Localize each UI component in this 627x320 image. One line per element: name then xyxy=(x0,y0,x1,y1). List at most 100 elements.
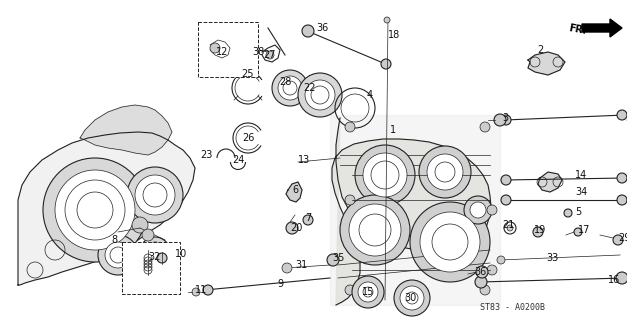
Circle shape xyxy=(420,212,480,272)
Polygon shape xyxy=(528,52,565,75)
Text: 36: 36 xyxy=(316,23,328,33)
Circle shape xyxy=(55,170,135,250)
Text: 5: 5 xyxy=(575,207,581,217)
Circle shape xyxy=(363,153,407,197)
Circle shape xyxy=(282,263,292,273)
Text: 19: 19 xyxy=(534,225,546,235)
Text: 9: 9 xyxy=(277,279,283,289)
Circle shape xyxy=(613,235,623,245)
Circle shape xyxy=(501,195,511,205)
Text: 27: 27 xyxy=(264,50,277,60)
Text: 17: 17 xyxy=(578,225,591,235)
Circle shape xyxy=(476,266,488,278)
Text: 8: 8 xyxy=(112,235,118,245)
Text: 37: 37 xyxy=(625,193,627,203)
Text: 13: 13 xyxy=(298,155,310,165)
Text: 21: 21 xyxy=(502,220,514,230)
Circle shape xyxy=(617,110,627,120)
Circle shape xyxy=(127,167,183,223)
Circle shape xyxy=(384,17,390,23)
Circle shape xyxy=(278,76,302,100)
Text: 11: 11 xyxy=(195,285,208,295)
Circle shape xyxy=(355,145,415,205)
Circle shape xyxy=(135,175,175,215)
Circle shape xyxy=(533,227,543,237)
Text: 33: 33 xyxy=(546,253,558,263)
Text: 31: 31 xyxy=(295,260,307,270)
Text: 24: 24 xyxy=(232,155,245,165)
Polygon shape xyxy=(332,118,491,305)
Text: 36: 36 xyxy=(474,267,486,277)
Circle shape xyxy=(303,215,313,225)
Text: 25: 25 xyxy=(242,69,255,79)
Polygon shape xyxy=(582,19,622,37)
Circle shape xyxy=(203,285,213,295)
Polygon shape xyxy=(286,182,302,202)
Bar xyxy=(122,242,180,294)
Text: 37: 37 xyxy=(625,113,627,123)
Circle shape xyxy=(470,202,486,218)
Circle shape xyxy=(157,253,167,263)
Text: 10: 10 xyxy=(175,249,187,259)
Circle shape xyxy=(501,115,511,125)
Circle shape xyxy=(574,228,582,236)
Polygon shape xyxy=(538,172,562,192)
Circle shape xyxy=(400,286,424,310)
Circle shape xyxy=(480,122,490,132)
Circle shape xyxy=(345,195,355,205)
Polygon shape xyxy=(18,132,195,285)
Circle shape xyxy=(564,209,572,217)
Circle shape xyxy=(302,25,314,37)
Circle shape xyxy=(480,285,490,295)
Circle shape xyxy=(140,237,170,267)
Polygon shape xyxy=(80,105,172,155)
Text: FR.: FR. xyxy=(568,23,587,36)
Text: 32: 32 xyxy=(148,252,161,262)
Text: 16: 16 xyxy=(608,275,620,285)
Text: 14: 14 xyxy=(575,170,587,180)
Circle shape xyxy=(192,288,200,296)
Text: 23: 23 xyxy=(201,150,213,160)
Circle shape xyxy=(345,285,355,295)
Circle shape xyxy=(286,222,298,234)
Circle shape xyxy=(507,225,513,231)
Circle shape xyxy=(494,114,506,126)
Text: 26: 26 xyxy=(242,133,254,143)
Circle shape xyxy=(487,205,497,215)
Text: 30: 30 xyxy=(404,293,416,303)
Circle shape xyxy=(210,43,220,53)
Text: ST83 - A0200B: ST83 - A0200B xyxy=(480,303,545,313)
Circle shape xyxy=(98,235,138,275)
Circle shape xyxy=(345,122,355,132)
Circle shape xyxy=(487,265,497,275)
Circle shape xyxy=(305,80,335,110)
Text: 18: 18 xyxy=(388,30,400,40)
Text: 22: 22 xyxy=(303,83,316,93)
Circle shape xyxy=(327,254,339,266)
Circle shape xyxy=(272,70,308,106)
Text: 12: 12 xyxy=(216,47,228,57)
Circle shape xyxy=(349,204,401,256)
Text: 20: 20 xyxy=(290,223,302,233)
Text: 29: 29 xyxy=(618,233,627,243)
Circle shape xyxy=(298,73,342,117)
Circle shape xyxy=(142,229,154,241)
Circle shape xyxy=(145,242,165,262)
Circle shape xyxy=(501,175,511,185)
Circle shape xyxy=(352,276,384,308)
Circle shape xyxy=(43,158,147,262)
Text: 35: 35 xyxy=(332,253,344,263)
Circle shape xyxy=(616,272,627,284)
Text: 7: 7 xyxy=(305,213,311,223)
Circle shape xyxy=(617,195,627,205)
Circle shape xyxy=(266,51,274,59)
Circle shape xyxy=(410,202,490,282)
Polygon shape xyxy=(330,115,500,305)
Circle shape xyxy=(427,154,463,190)
Circle shape xyxy=(394,280,430,316)
Text: 6: 6 xyxy=(292,185,298,195)
Text: 3: 3 xyxy=(502,113,508,123)
Circle shape xyxy=(617,173,627,183)
Text: 2: 2 xyxy=(537,45,543,55)
Bar xyxy=(198,22,258,77)
